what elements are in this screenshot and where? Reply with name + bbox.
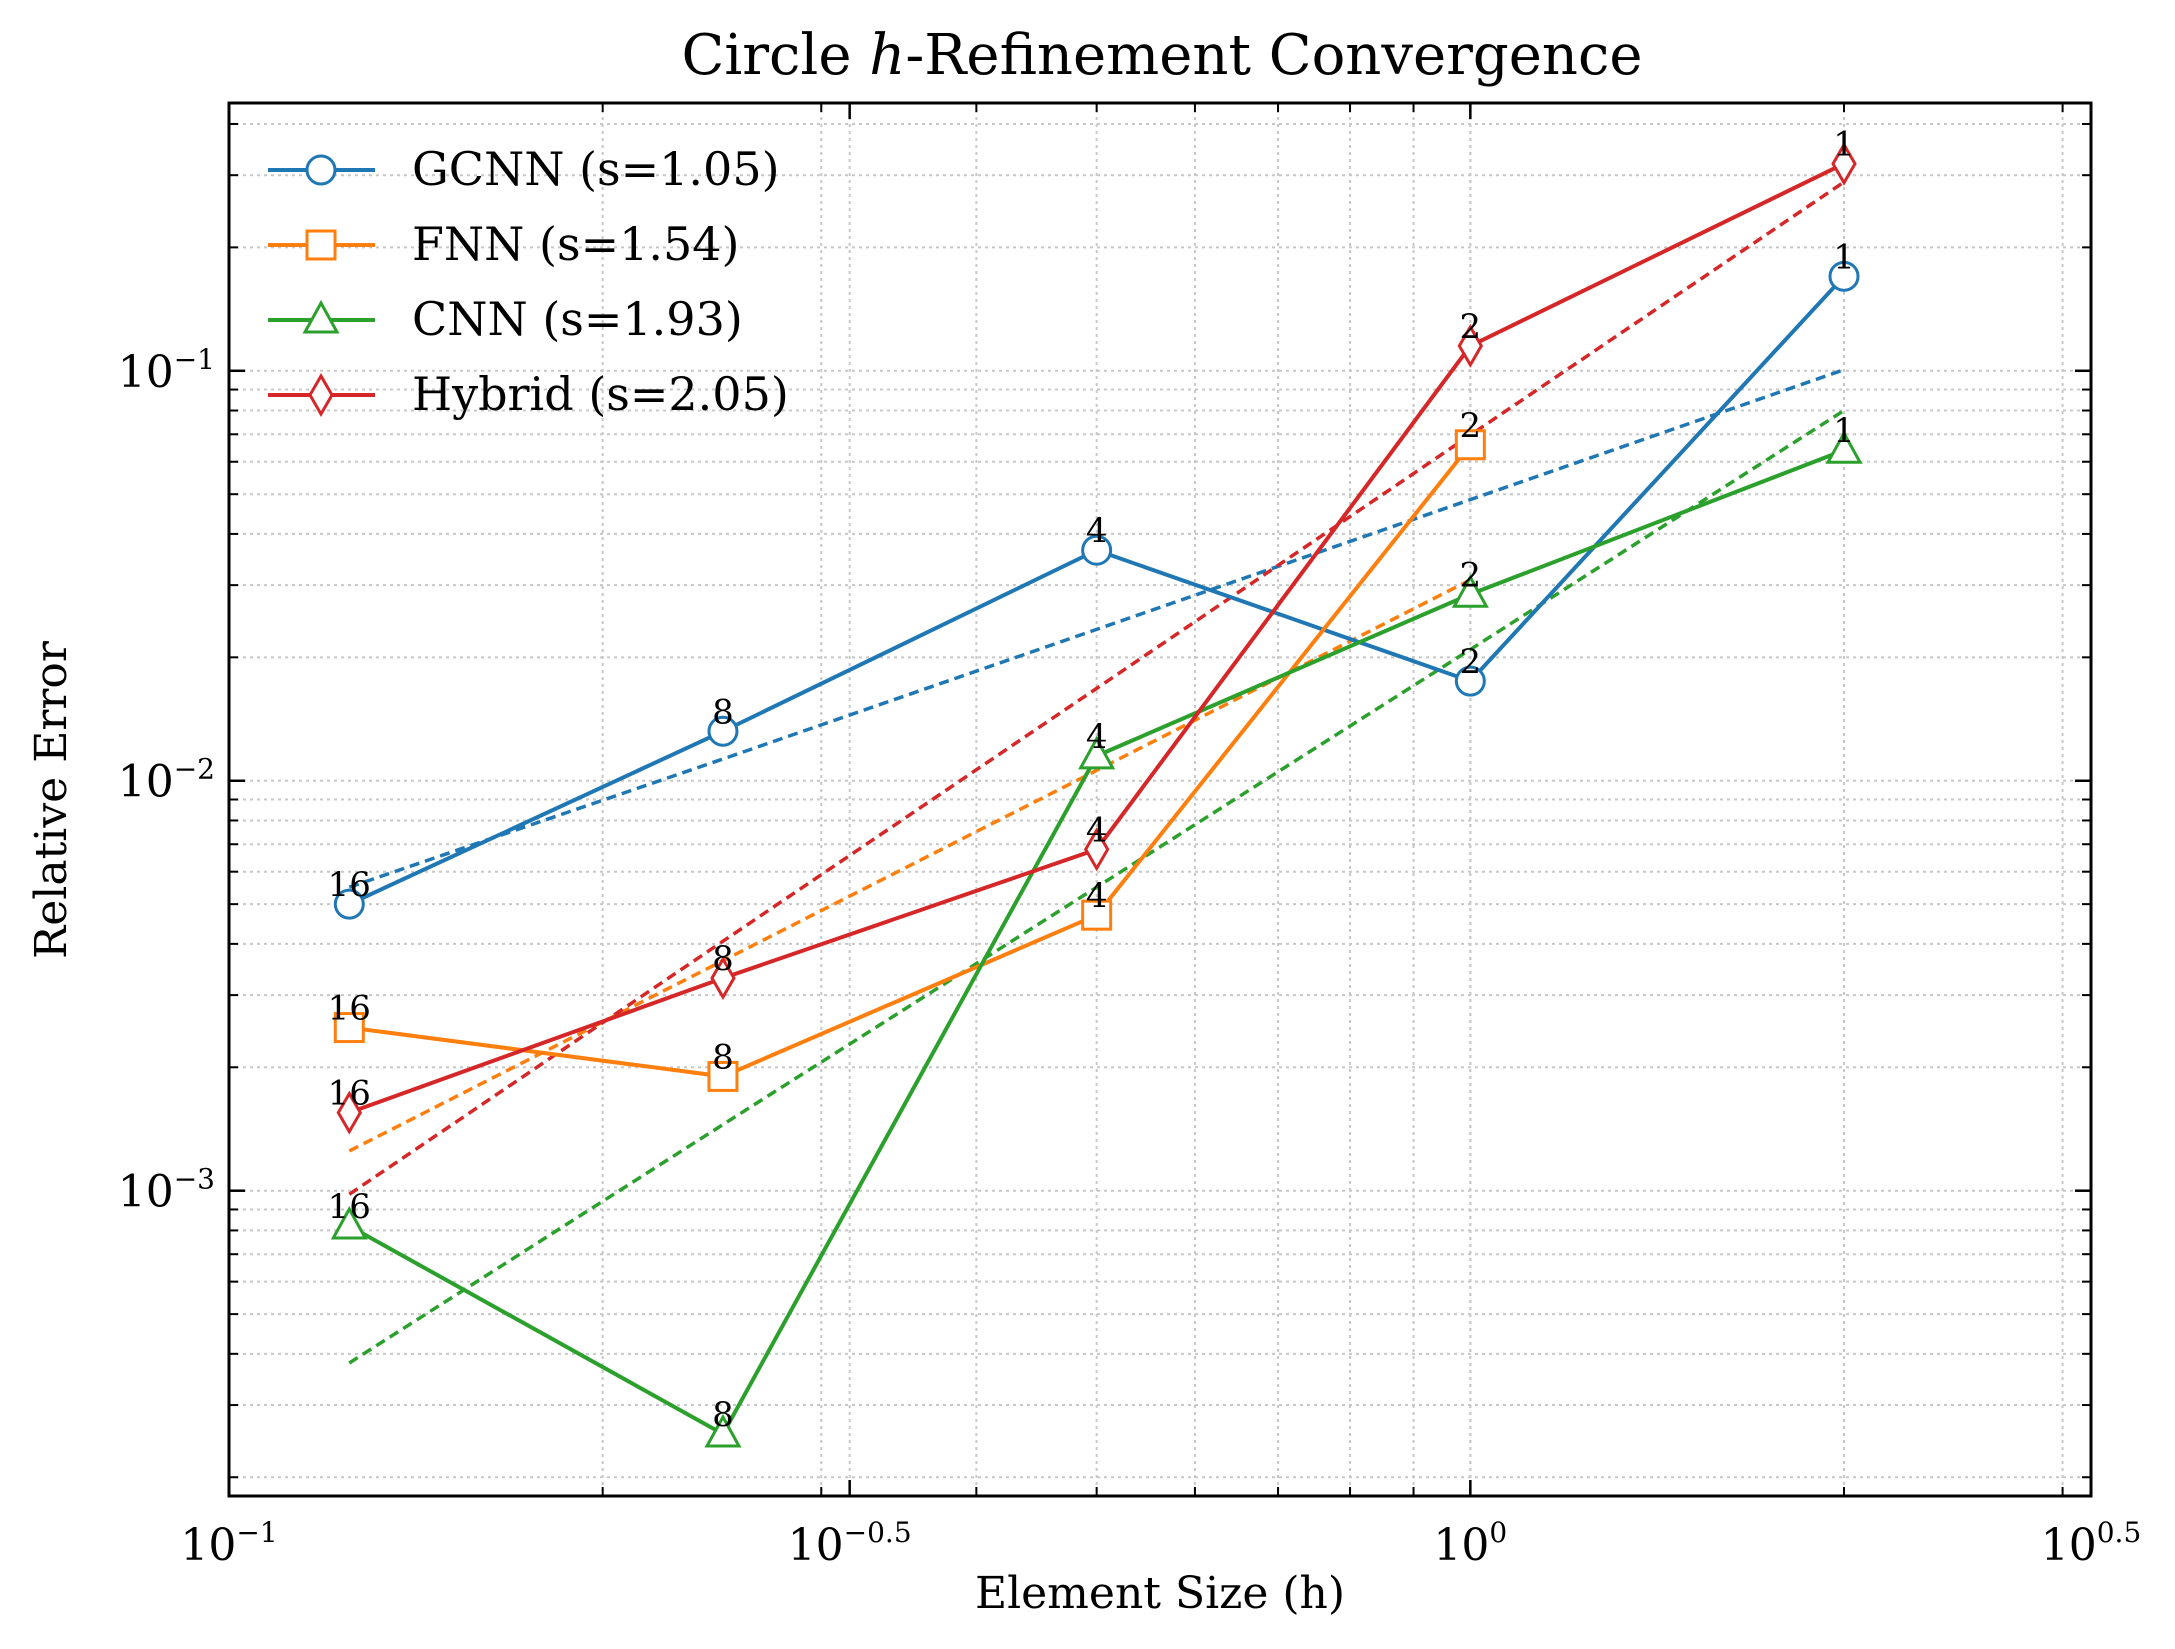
fit-line-triangle (348, 409, 1845, 1365)
series-line-square (349, 443, 1472, 1079)
data-point-diamond (336, 1090, 363, 1135)
x-tick-labels: 10−1 10−0.5 100 100.5 (180, 1516, 2141, 1571)
point-label-square: 8 (712, 1037, 734, 1077)
data-point-triangle (1825, 430, 1863, 464)
legend-entry-circle: GCNN (s=1.05) (268, 142, 780, 196)
fit-line-circle (348, 368, 1845, 889)
point-label-triangle: 1 (1833, 411, 1855, 451)
legend-label: FNN (s=1.54) (412, 217, 740, 271)
legend-label: GCNN (s=1.05) (412, 142, 780, 196)
data-point-triangle (1451, 574, 1489, 608)
x-tick-label: 100.5 (2041, 1516, 2142, 1571)
x-tick-label: 10−0.5 (788, 1516, 912, 1571)
point-label-square: 16 (328, 989, 371, 1029)
point-label-triangle: 2 (1460, 555, 1482, 595)
data-point-square (333, 1012, 365, 1044)
data-point-diamond (710, 956, 736, 1001)
data-point-circle (1454, 665, 1486, 697)
point-label-triangle: 4 (1086, 717, 1108, 757)
legend-label: Hybrid (s=2.05) (412, 367, 789, 421)
data-point-triangle (1078, 735, 1116, 770)
point-label-circle: 8 (712, 692, 734, 732)
legend-entry-triangle: CNN (s=1.93) (268, 292, 743, 346)
point-label-square: 4 (1086, 876, 1108, 916)
point-label-diamond: 1 (1833, 125, 1855, 165)
legend: GCNN (s=1.05) FNN (s=1.54) CNN (s=1.93) Hyb… (268, 142, 789, 421)
data-point-diamond (1457, 323, 1484, 368)
data-point-circle (1828, 260, 1860, 292)
data-point-square (1081, 899, 1113, 931)
point-label-triangle: 16 (328, 1187, 371, 1227)
x-tick-label: 100 (1433, 1516, 1507, 1571)
point-label-diamond: 2 (1460, 307, 1482, 347)
data-point-triangle (330, 1205, 368, 1240)
point-label-triangle: 8 (712, 1395, 734, 1435)
point-label-diamond: 4 (1086, 810, 1108, 850)
legend-entry-diamond: Hybrid (s=2.05) (268, 367, 789, 421)
data-point-circle (707, 715, 739, 747)
legend-label: CNN (s=1.93) (412, 292, 743, 346)
point-label-circle: 1 (1833, 237, 1855, 277)
y-tick-label: 10−2 (118, 753, 215, 808)
data-point-diamond (1083, 827, 1110, 872)
point-label-square: 2 (1460, 406, 1482, 446)
fit-lines (348, 180, 1845, 1365)
x-tick-label: 10−1 (180, 1516, 277, 1571)
data-point-circle (333, 888, 365, 920)
point-labels: 16 8 4 2 1 16 8 4 2 16 8 4 2 1 16 8 4 2 1 (328, 125, 1855, 1435)
legend-marker-square (305, 229, 337, 261)
point-label-circle: 2 (1460, 642, 1482, 682)
point-label-circle: 16 (328, 865, 371, 905)
y-tick-label: 10−3 (118, 1163, 215, 1218)
data-point-diamond (1831, 141, 1857, 186)
point-label-circle: 4 (1086, 511, 1108, 551)
y-tick-labels: 10−3 10−2 10−1 (118, 343, 215, 1218)
legend-entry-square: FNN (s=1.54) (268, 217, 740, 271)
data-point-triangle (704, 1413, 742, 1448)
point-label-diamond: 8 (712, 939, 734, 979)
series-markers (330, 141, 1863, 1448)
y-axis-label: Relative Error (26, 640, 77, 959)
fit-line-diamond (348, 180, 1845, 1196)
data-point-square (1454, 429, 1486, 461)
data-point-square (707, 1060, 739, 1092)
axis-ticks (227, 103, 2093, 1496)
legend-marker-triangle (302, 299, 340, 334)
legend-marker-circle (305, 154, 337, 186)
point-label-diamond: 16 (328, 1074, 371, 1114)
data-point-circle (1081, 534, 1113, 566)
x-axis-label: Element Size (h) (975, 1568, 1345, 1619)
y-tick-label: 10−1 (118, 343, 215, 398)
legend-marker-diamond (308, 373, 334, 417)
chart-title: Circle h-Refinement Convergence (682, 23, 1643, 88)
